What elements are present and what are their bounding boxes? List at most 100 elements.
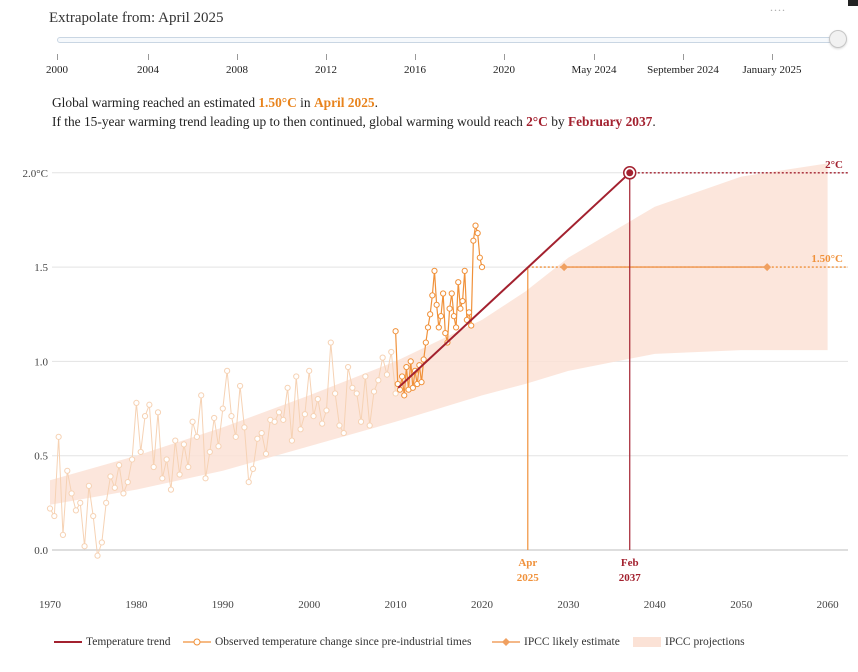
- observed-point: [180, 441, 188, 448]
- summary-text-part: by: [547, 114, 568, 129]
- target-point: [626, 169, 634, 177]
- observed-point: [90, 512, 97, 520]
- observed-point: [293, 373, 300, 380]
- slider-tick: [415, 54, 416, 60]
- observed-point: [133, 399, 140, 406]
- observed-point: [176, 471, 183, 478]
- observed-point: [141, 412, 149, 420]
- x-tick-label: 2050: [730, 599, 753, 611]
- observed-point: [418, 379, 425, 386]
- slider-tick-label: 2020: [493, 64, 515, 76]
- ipcc-likely-estimate-marker: [560, 263, 569, 272]
- observed-point: [431, 267, 438, 274]
- slider-tick-label: 2008: [226, 64, 248, 76]
- observed-point: [422, 339, 429, 346]
- observed-point: [340, 429, 347, 437]
- ipcc-likely-estimate-marker: [763, 263, 772, 272]
- observed-point: [163, 456, 170, 463]
- observed-point: [116, 462, 123, 469]
- observed-point: [128, 456, 136, 463]
- date-slider-thumb[interactable]: [829, 30, 847, 48]
- observed-point: [429, 292, 436, 299]
- marker-2037-year: 2037: [619, 572, 642, 584]
- slider-tick: [683, 54, 684, 60]
- slider-tick-label: 2000: [46, 64, 68, 76]
- observed-point: [254, 435, 261, 442]
- observed-point: [284, 384, 291, 391]
- observed-point: [407, 358, 414, 365]
- overflow-dots-icon[interactable]: ....: [770, 0, 786, 14]
- observed-point: [236, 382, 244, 390]
- x-tick-label: 1970: [39, 599, 62, 611]
- summary-text: Global warming reached an estimated 1.50…: [52, 93, 656, 131]
- x-tick-label: 1990: [212, 599, 235, 611]
- observed-point: [124, 479, 131, 486]
- label-2c: 2°C: [825, 159, 843, 171]
- corner-mark: [848, 0, 858, 6]
- legend-item-ipcc-projections: IPCC projections: [633, 636, 745, 648]
- x-tick-label: 2030: [557, 599, 580, 611]
- observed-point: [344, 363, 352, 371]
- observed-point: [206, 448, 213, 456]
- observed-point: [202, 475, 209, 482]
- observed-point: [258, 429, 265, 437]
- observed-point: [327, 339, 334, 346]
- x-tick-label: 1980: [125, 599, 148, 611]
- observed-point: [211, 414, 218, 422]
- observed-point: [476, 254, 483, 261]
- summary-line-1: Global warming reached an estimated 1.50…: [52, 93, 656, 112]
- observed-point: [215, 443, 222, 450]
- observed-point: [46, 505, 54, 512]
- date-slider-track[interactable]: [57, 37, 839, 43]
- observed-point: [51, 512, 58, 520]
- observed-point: [370, 388, 378, 395]
- observed-point: [219, 405, 226, 412]
- observed-point: [394, 380, 401, 388]
- observed-point: [72, 507, 80, 514]
- y-tick-label: 1.5: [34, 262, 48, 274]
- slider-tick-label: January 2025: [742, 64, 802, 76]
- slider-tick: [148, 54, 149, 60]
- observed-point: [64, 467, 71, 474]
- legend-label: IPCC likely estimate: [524, 636, 620, 648]
- observed-point: [275, 409, 283, 416]
- observed-point: [198, 392, 205, 399]
- y-tick-label: 2.0°C: [23, 168, 49, 180]
- observed-point: [457, 305, 464, 312]
- observed-point: [107, 473, 114, 480]
- observed-point: [450, 313, 458, 320]
- observed-point: [189, 418, 196, 425]
- slider-tick-label: 2016: [404, 64, 426, 76]
- marker-2025-year: 2025: [517, 572, 540, 584]
- observed-point: [401, 392, 408, 399]
- observed-point: [472, 222, 479, 229]
- legend-item-trend: Temperature trend: [54, 636, 170, 648]
- legend-label: Temperature trend: [86, 636, 171, 648]
- observed-point: [478, 264, 486, 271]
- observed-point: [159, 475, 166, 482]
- observed-point: [383, 371, 391, 378]
- observed-point: [280, 416, 287, 423]
- observed-point: [392, 390, 399, 397]
- observed-point: [137, 448, 144, 456]
- target-warming-value: 2°C: [526, 114, 548, 129]
- observed-point: [468, 322, 475, 329]
- x-tick-label: 2000: [298, 599, 321, 611]
- x-tick-label: 2020: [471, 599, 494, 611]
- slider-tick-label: September 2024: [647, 64, 719, 76]
- observed-point: [463, 316, 470, 324]
- observed-point: [362, 373, 369, 380]
- slider-tick: [326, 54, 327, 60]
- observed-point: [442, 330, 449, 337]
- summary-text-part: .: [652, 114, 656, 129]
- warming-chart: 0.0 0.5 1.0 1.5 2.0°C 1970 1980 1990 2000 2010 202…: [23, 159, 848, 611]
- slider-tick-label: 2004: [137, 64, 159, 76]
- observed-point: [288, 437, 296, 444]
- y-tick-label: 0.0: [34, 545, 48, 557]
- observed-point: [427, 311, 434, 318]
- observed-point: [111, 484, 118, 491]
- slider-tick: [57, 54, 58, 60]
- observed-point: [310, 412, 317, 420]
- observed-point: [271, 418, 278, 425]
- y-tick-label: 1.0: [34, 356, 48, 368]
